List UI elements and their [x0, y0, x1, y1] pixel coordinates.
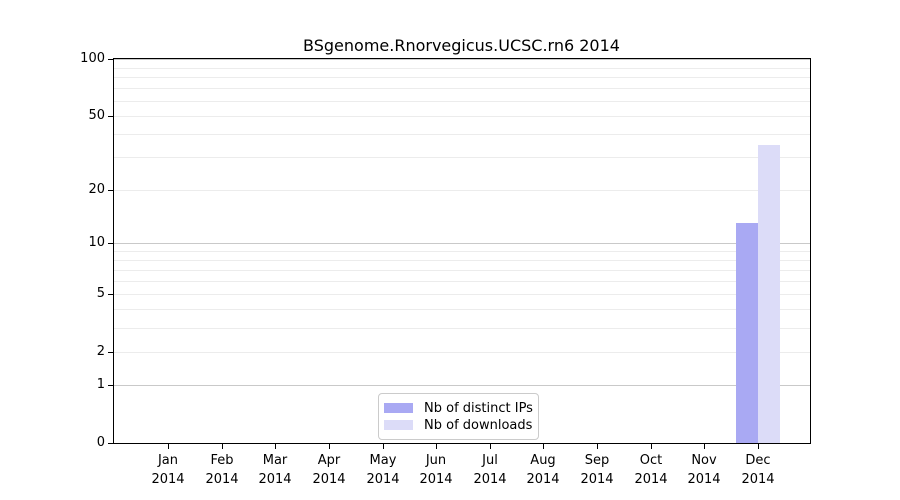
legend: Nb of distinct IPs Nb of downloads: [378, 393, 539, 440]
x-tick-label-oct: Oct 2014: [634, 453, 668, 487]
gridline-2: [114, 352, 810, 353]
x-tick-label-feb: Feb 2014: [205, 453, 239, 487]
y-tick-label-1: 1: [96, 377, 105, 392]
y-tick-label-0: 0: [96, 435, 105, 450]
legend-label-distinct-ips: Nb of distinct IPs: [424, 400, 533, 416]
x-tick-feb: [222, 444, 223, 449]
x-tick-sep: [597, 444, 598, 449]
gridline-9: [114, 251, 810, 252]
y-tick-label-50: 50: [88, 108, 105, 123]
x-tick-jul: [490, 444, 491, 449]
gridline-90: [114, 68, 810, 69]
y-tick-label-20: 20: [88, 182, 105, 197]
x-tick-may: [383, 444, 384, 449]
gridline-6: [114, 281, 810, 282]
gridline-8: [114, 260, 810, 261]
gridline-4: [114, 309, 810, 310]
y-tick-10: [108, 243, 113, 244]
legend-swatch-downloads: [384, 420, 413, 430]
y-tick-label-2: 2: [96, 344, 105, 359]
bar-downloads-dec: [758, 145, 780, 443]
y-tick-1: [108, 385, 113, 386]
gridline-70: [114, 88, 810, 89]
gridline-7: [114, 270, 810, 271]
y-tick-5: [108, 294, 113, 295]
legend-item-downloads: Nb of downloads: [384, 417, 538, 433]
gridline-60: [114, 101, 810, 102]
gridline-40: [114, 134, 810, 135]
y-tick-label-5: 5: [96, 286, 105, 301]
legend-item-distinct-ips: Nb of distinct IPs: [384, 400, 538, 416]
legend-label-downloads: Nb of downloads: [424, 417, 533, 433]
x-tick-label-may: May 2014: [366, 453, 400, 487]
x-tick-jan: [168, 444, 169, 449]
gridline-100: [114, 59, 810, 60]
y-tick-0: [108, 443, 113, 444]
y-tick-20: [108, 190, 113, 191]
gridline-1: [114, 385, 810, 386]
x-tick-label-apr: Apr 2014: [312, 453, 346, 487]
gridline-50: [114, 116, 810, 117]
x-tick-label-nov: Nov 2014: [687, 453, 721, 487]
x-tick-oct: [651, 444, 652, 449]
plot-area: [113, 58, 811, 444]
y-tick-50: [108, 116, 113, 117]
x-tick-label-mar: Mar 2014: [258, 453, 292, 487]
legend-swatch-distinct-ips: [384, 403, 413, 413]
gridline-3: [114, 328, 810, 329]
gridline-20: [114, 190, 810, 191]
x-tick-label-aug: Aug 2014: [526, 453, 560, 487]
y-tick-100: [108, 59, 113, 60]
x-tick-label-jul: Jul 2014: [473, 453, 507, 487]
y-tick-label-10: 10: [88, 235, 105, 250]
x-tick-apr: [329, 444, 330, 449]
x-tick-dec: [758, 444, 759, 449]
bar-distinct-ips-dec: [736, 223, 758, 443]
x-tick-jun: [436, 444, 437, 449]
gridline-5: [114, 294, 810, 295]
gridline-80: [114, 77, 810, 78]
x-tick-label-sep: Sep 2014: [580, 453, 614, 487]
x-tick-nov: [704, 444, 705, 449]
x-tick-mar: [275, 444, 276, 449]
x-tick-aug: [543, 444, 544, 449]
x-tick-label-jan: Jan 2014: [151, 453, 185, 487]
gridline-10: [114, 243, 810, 244]
x-tick-label-jun: Jun 2014: [419, 453, 453, 487]
chart-title: BSgenome.Rnorvegicus.UCSC.rn6 2014: [303, 36, 620, 55]
y-tick-2: [108, 352, 113, 353]
x-tick-label-dec: Dec 2014: [741, 453, 775, 487]
y-tick-label-100: 100: [80, 51, 105, 66]
gridline-30: [114, 157, 810, 158]
